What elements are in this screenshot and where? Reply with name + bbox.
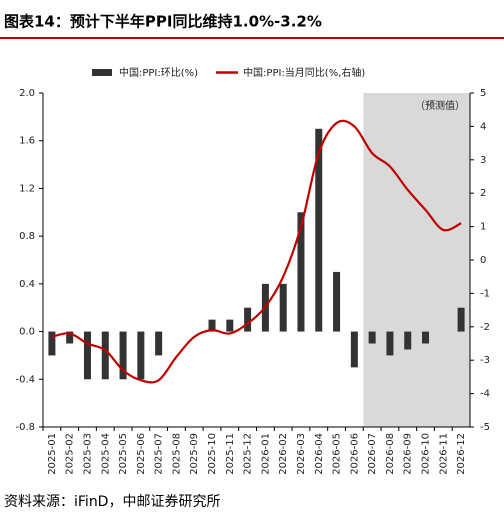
x-tick-label: 2026-01 (260, 433, 271, 475)
bar (315, 128, 323, 332)
bar (422, 331, 430, 344)
y2-tick-label: 3 (480, 155, 486, 166)
x-tick-label: 2026-09 (403, 433, 414, 475)
bar (404, 331, 412, 350)
bar (279, 283, 287, 332)
annotation: （预测值） (415, 99, 465, 112)
y-tick-label: 0.4 (19, 279, 35, 290)
x-tick-label: 2025-10 (207, 433, 218, 475)
x-tick-label: 2026-03 (296, 433, 307, 475)
x-tick-label: 2025-07 (154, 433, 165, 475)
bar (457, 307, 465, 332)
x-tick-label: 2025-11 (225, 433, 236, 475)
x-tick-label: 2026-10 (421, 433, 432, 475)
x-tick-label: 2025-05 (118, 433, 129, 475)
line (51, 119, 462, 384)
x-tick-label: 2026-08 (385, 433, 396, 475)
y2-tick-label: -3 (480, 355, 490, 366)
bar (386, 331, 394, 356)
chart-title: 图表14：预计下半年PPI同比维持1.0%-3.2% (4, 13, 322, 31)
x-tick-label: 2026-05 (332, 433, 343, 475)
bar (101, 331, 109, 380)
x-tick-label: 2025-08 (171, 433, 182, 475)
x-tick-label: 2025-01 (47, 433, 58, 475)
bar (226, 319, 234, 332)
bar (66, 331, 74, 344)
x-tick-label: 2026-06 (349, 433, 360, 475)
y-tick-label: -0.8 (15, 422, 35, 433)
y2-tick-label: 0 (480, 255, 486, 266)
y-tick-label: 0.0 (19, 327, 35, 338)
bar (119, 331, 127, 380)
y2-tick-label: -4 (480, 389, 490, 400)
source: 资料来源：iFinD，中邮证券研究所 (4, 494, 220, 510)
x-tick-label: 2025-12 (243, 433, 254, 475)
x-tick-label: 2026-02 (278, 433, 289, 475)
y-tick-label: 0.8 (19, 231, 35, 242)
bar (155, 331, 163, 356)
bar (83, 331, 91, 380)
y2-tick-label: 1 (480, 222, 486, 233)
y2-tick-label: -5 (480, 422, 490, 433)
bar (297, 212, 305, 332)
x-tick-label: 2025-02 (65, 433, 76, 475)
legend-label: 中国:PPI:环比(%) (119, 66, 198, 79)
legend-label: 中国:PPI:当月同比(%,右轴) (243, 66, 365, 79)
y2-tick-label: -1 (480, 288, 490, 299)
bar (48, 331, 56, 356)
x-tick-label: 2026-12 (456, 433, 467, 475)
bar (137, 331, 145, 380)
x-tick-label: 2025-06 (136, 433, 147, 475)
bar (244, 307, 252, 332)
bar (350, 331, 358, 368)
y2-tick-label: 2 (480, 188, 486, 199)
bar (333, 271, 341, 332)
forecast-shade (363, 93, 470, 427)
bar (368, 331, 376, 344)
x-tick-label: 2025-04 (100, 433, 111, 475)
y-tick-label: 1.6 (19, 136, 35, 147)
legend-swatch (92, 69, 112, 76)
y-tick-label: -0.4 (15, 374, 35, 385)
y-tick-label: 1.2 (19, 183, 35, 194)
x-tick-label: 2025-03 (82, 433, 93, 475)
x-tick-label: 2026-07 (367, 433, 378, 475)
x-tick-label: 2026-04 (314, 433, 325, 475)
bar (208, 319, 216, 332)
y2-tick-label: -2 (480, 322, 490, 333)
x-tick-label: 2026-11 (438, 433, 449, 475)
y2-tick-label: 4 (480, 121, 486, 132)
y-tick-label: 2.0 (19, 88, 35, 99)
x-tick-label: 2025-09 (189, 433, 200, 475)
y2-tick-label: 5 (480, 88, 486, 99)
